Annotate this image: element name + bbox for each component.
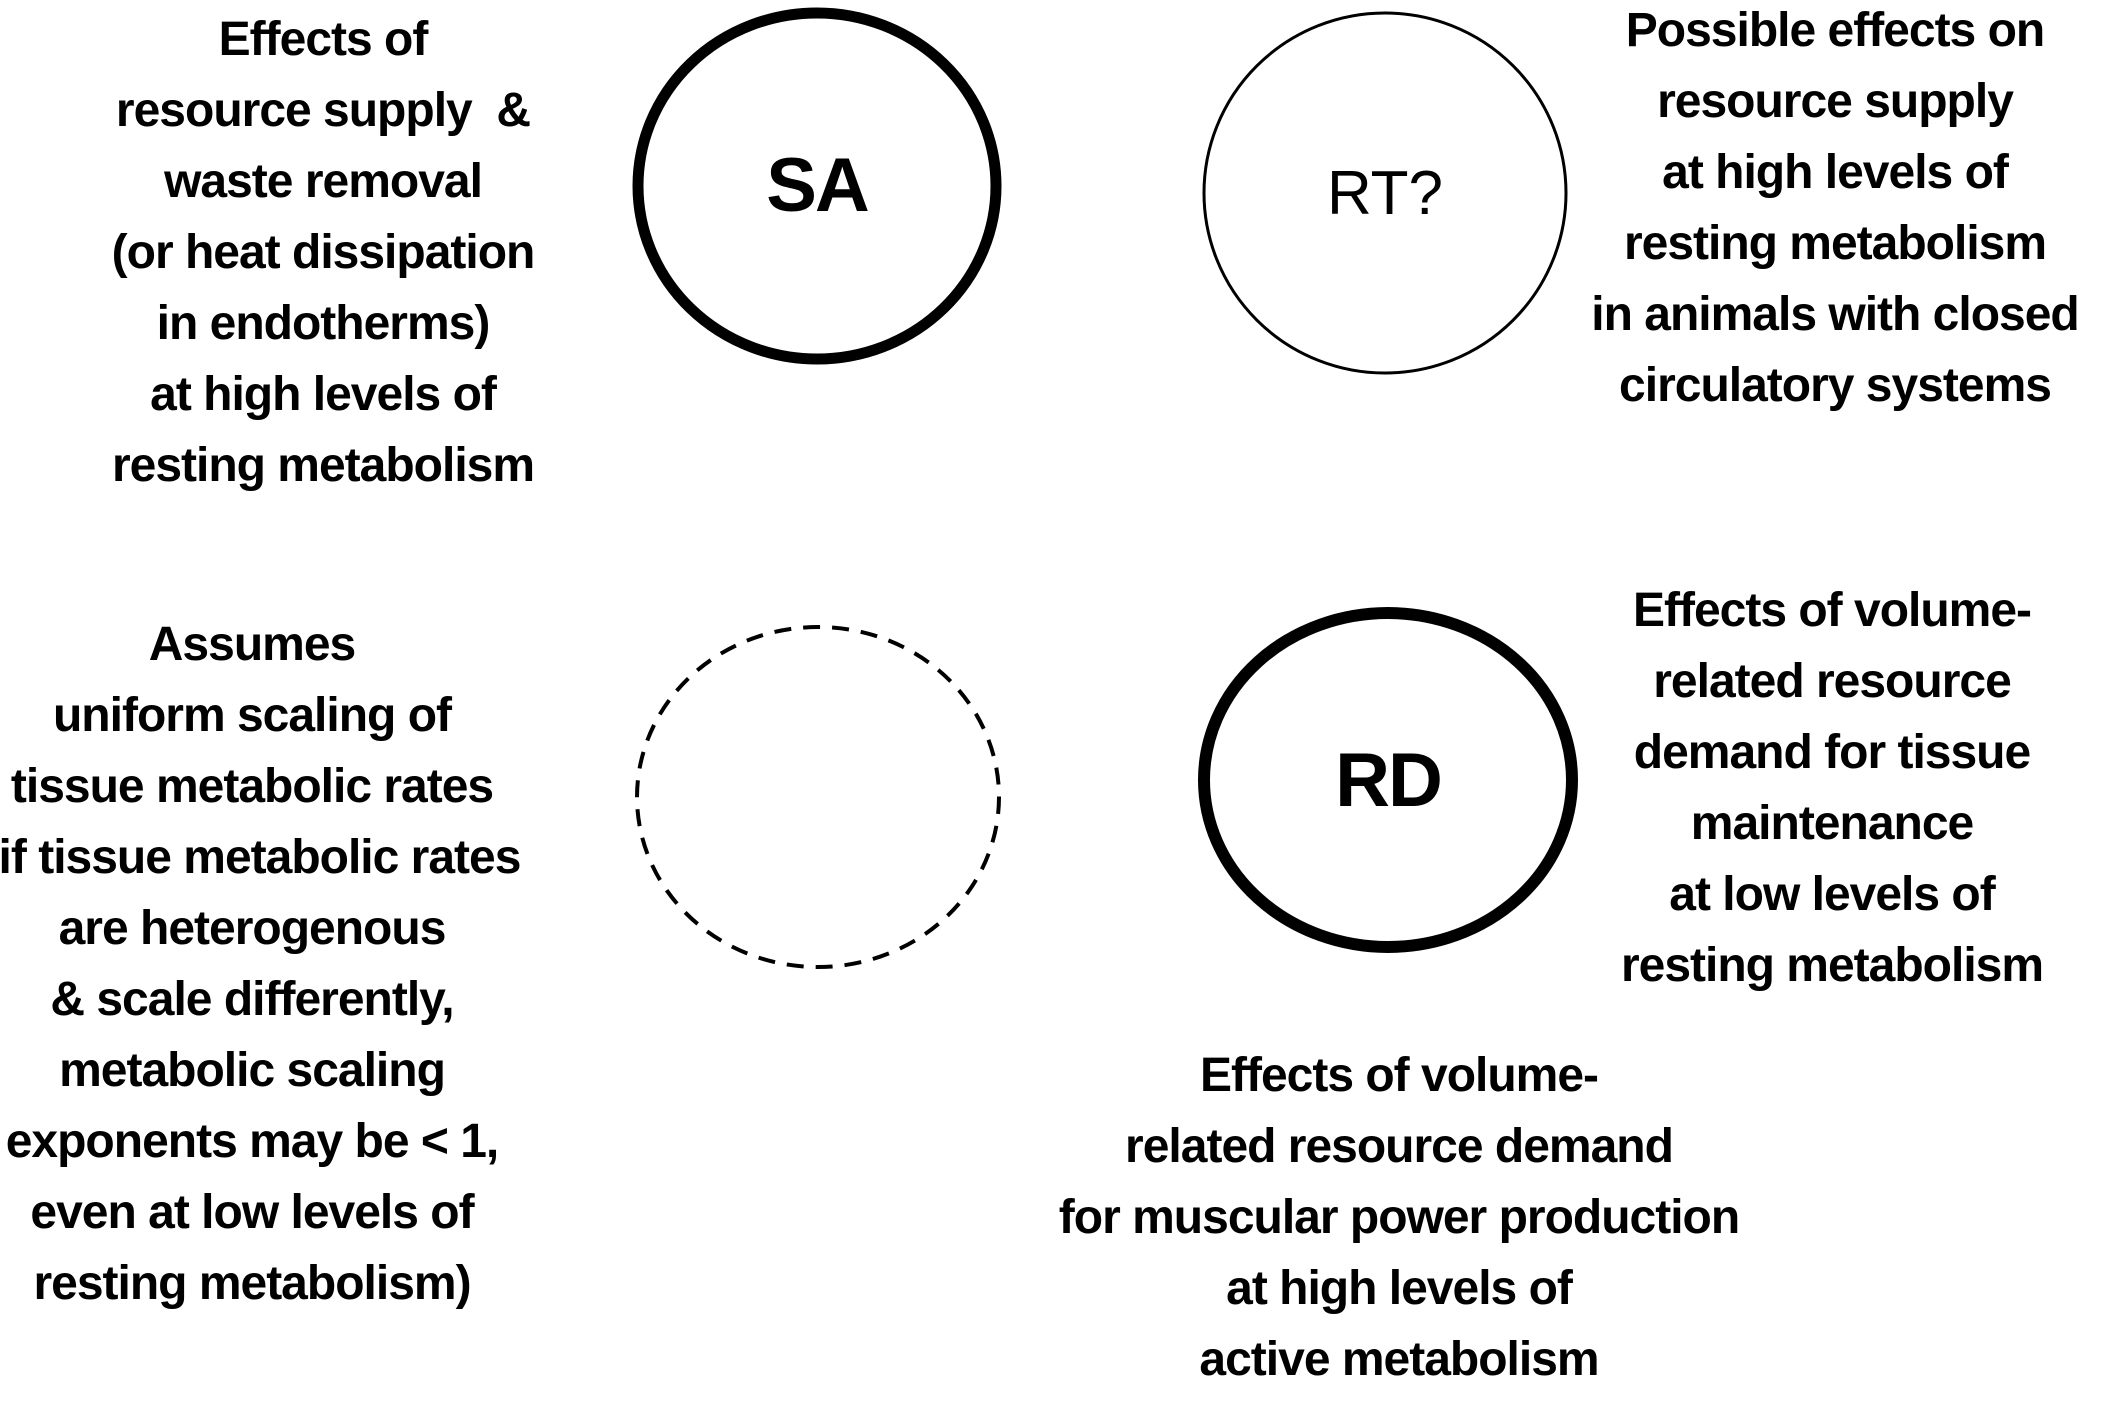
rt-circle [1202,11,1568,375]
text-line: Assumes [148,618,356,671]
text-line: at high levels of [150,368,497,421]
text-block-bottom-center: Effects of volume-related resource deman… [1049,1040,1749,1395]
text-line: resource supply & [115,84,531,137]
text-line: are heterogenous [58,902,447,955]
text-line: in endotherms) [156,297,491,350]
rd-circle [1198,607,1578,953]
text-line: Possible effects on [1625,4,2045,57]
text-line: active metabolism [1199,1333,1599,1386]
text-line: (or heat dissipation [111,226,536,279]
text-line: related resource [1653,655,2012,708]
text-line: uniform scaling of [52,689,452,742]
text-line: in animals with closed [1591,288,2079,341]
text-line: resource supply [1657,75,2014,128]
text-block-left-middle: Assumes uniform scaling of tissue metaboli… [0,609,602,1319]
text-line: demand for tissue [1633,726,2031,779]
text-block-right-middle: Effects of volume-related resource demand… [1482,575,2121,1001]
text-line: (if tissue metabolic rates [0,831,521,884]
sa-circle [632,7,1002,365]
text-line: circulatory systems [1619,359,2052,412]
text-line: resting metabolism) [33,1257,471,1310]
text-line: Effects of volume- [1199,1049,1599,1102]
text-line: Effects of [218,13,429,66]
text-line: related resource demand [1125,1120,1674,1173]
dashed-circle [635,625,1001,969]
text-line: tissue metabolic rates [10,760,494,813]
text-line: even at low levels of [30,1186,474,1239]
text-block-top-right: Possible effects on resource supply at hig… [1485,0,2121,421]
text-line: for muscular power production [1058,1191,1740,1244]
text-line: at high levels of [1226,1262,1573,1315]
text-line: maintenance [1690,797,1974,850]
text-line: resting metabolism [111,439,535,492]
rt-circle-label: RT? [1326,158,1443,228]
text-line: Effects of volume- [1632,584,2032,637]
text-line: waste removal [164,155,483,208]
text-line: resting metabolism [1623,217,2047,270]
text-block-top-left: Effects of resource supply & waste removal… [0,4,673,501]
text-line: resting metabolism [1620,939,2044,992]
text-line: metabolic scaling [59,1044,446,1097]
text-line: & scale differently, [50,973,454,1026]
rd-circle-label: RD [1335,737,1443,823]
text-line: at high levels of [1662,146,2009,199]
sa-circle-label: SA [766,142,870,228]
text-line: exponents may be < 1, [5,1115,500,1168]
text-line: at low levels of [1669,868,1995,921]
